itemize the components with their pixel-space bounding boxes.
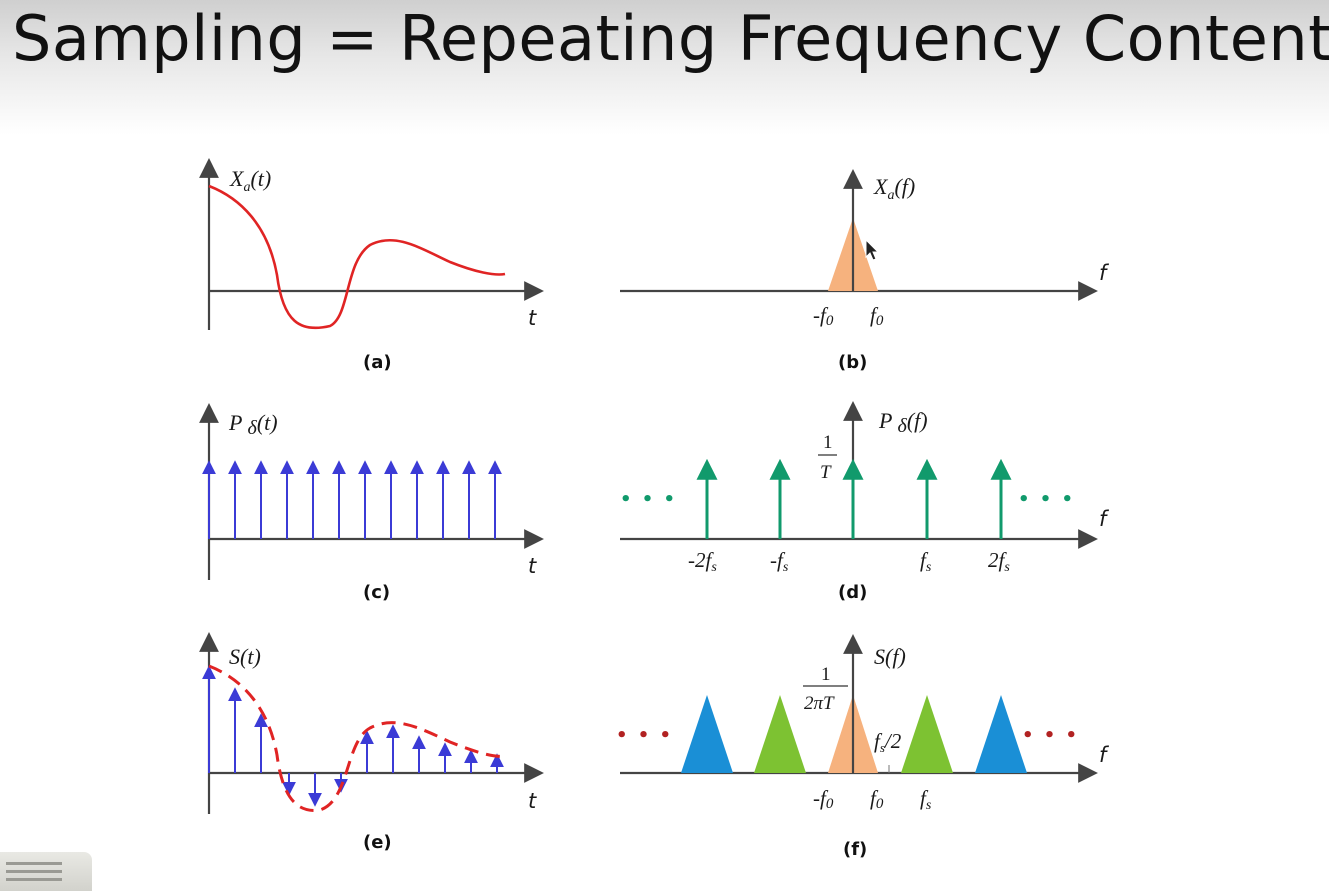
panel-d-green-impulses (696, 458, 1012, 539)
panel-f-dots-left: • • • (616, 725, 673, 746)
panel-b: Xa(f) f -f0 f0 (b) (620, 169, 1110, 373)
panel-a-signal-curve (208, 184, 506, 330)
corner-device-image (0, 852, 92, 891)
panel-d-tick-negfs: -fs (770, 548, 789, 575)
panel-d-dots-right: • • • (1018, 489, 1075, 510)
panel-b-label-main: X (873, 174, 889, 199)
panel-c-impulse-train (202, 460, 502, 539)
mouse-cursor-icon (865, 238, 880, 261)
panel-f-height-denominator: 2πT (804, 693, 835, 714)
panel-d-tick-neg2fs: -2fs (688, 548, 717, 575)
panel-a-label-main: X (229, 166, 245, 191)
panel-f-caption: (f) (843, 839, 867, 860)
panel-d-height-numerator: 1 (823, 432, 833, 453)
panel-f-replica-green-right (901, 695, 953, 773)
panel-f-label: S(f) (874, 644, 906, 669)
panel-c: P δ(t) t (c) (199, 403, 544, 603)
panel-b-label: Xa(f) (873, 174, 915, 203)
panel-b-tick-neg-f0: -f0 (813, 303, 834, 329)
panel-e-caption: (e) (363, 832, 392, 853)
panel-e-axis-label: t (528, 789, 537, 813)
panel-d-tick-fs: fs (920, 548, 932, 575)
panel-a-label-sub: a (243, 180, 250, 195)
panel-f-replica-green-left (754, 695, 806, 773)
panel-c-caption: (c) (363, 582, 390, 603)
panel-f-axis-label: f (1099, 743, 1110, 767)
panel-e-envelope-dashed (208, 664, 506, 812)
panel-d-axis-label: f (1099, 507, 1110, 531)
panel-f-replica-blue-right (975, 695, 1027, 773)
panel-e-sample-impulses (202, 665, 504, 807)
panel-f-tick-neg-f0: -f0 (813, 786, 834, 812)
panel-d-tick-2fs: 2fs (988, 548, 1010, 575)
panel-f-tick-fs: fs (920, 786, 932, 813)
panel-f-height-numerator: 1 (821, 664, 831, 685)
panel-f: • • • • • • 1 2πT S(f) f fs/2 -f0 f0 fs … (616, 634, 1110, 860)
slide-title: Sampling = Repeating Frequency Contents (12, 2, 1329, 75)
panel-d-dots-left: • • • (620, 489, 677, 510)
panel-d-height-denominator: T (820, 462, 832, 483)
panel-d-label: P δ(f) (878, 408, 928, 437)
panel-a-label-arg: (t) (250, 166, 271, 191)
panel-d: • • • • • • 1 T P δ(f) f -2fs -fs fs 2fs… (620, 401, 1110, 603)
panel-b-label-arg: (f) (894, 174, 915, 199)
panel-a-axis-label: t (528, 306, 537, 330)
panel-a: Xa(t) t (a) (199, 158, 544, 373)
panel-e-label: S(t) (229, 644, 261, 669)
panel-a-label: Xa(t) (229, 166, 271, 195)
panel-a-caption: (a) (363, 352, 392, 373)
panel-c-axis-label: t (528, 554, 537, 578)
panel-b-tick-f0: f0 (870, 303, 884, 329)
panel-f-half-sampling-label: fs/2 (874, 729, 902, 755)
panel-c-label: P δ(t) (228, 410, 278, 439)
panel-d-caption: (d) (838, 582, 867, 603)
panel-e: S(t) t (e) (199, 632, 544, 853)
panel-f-replica-blue-left (681, 695, 733, 773)
panel-b-caption: (b) (838, 352, 867, 373)
panel-f-dots-right: • • • (1022, 725, 1079, 746)
panel-f-tick-f0: f0 (870, 786, 884, 812)
panel-b-axis-label: f (1099, 261, 1110, 285)
panel-b-label-sub: a (887, 188, 894, 203)
title-band (0, 0, 1329, 135)
